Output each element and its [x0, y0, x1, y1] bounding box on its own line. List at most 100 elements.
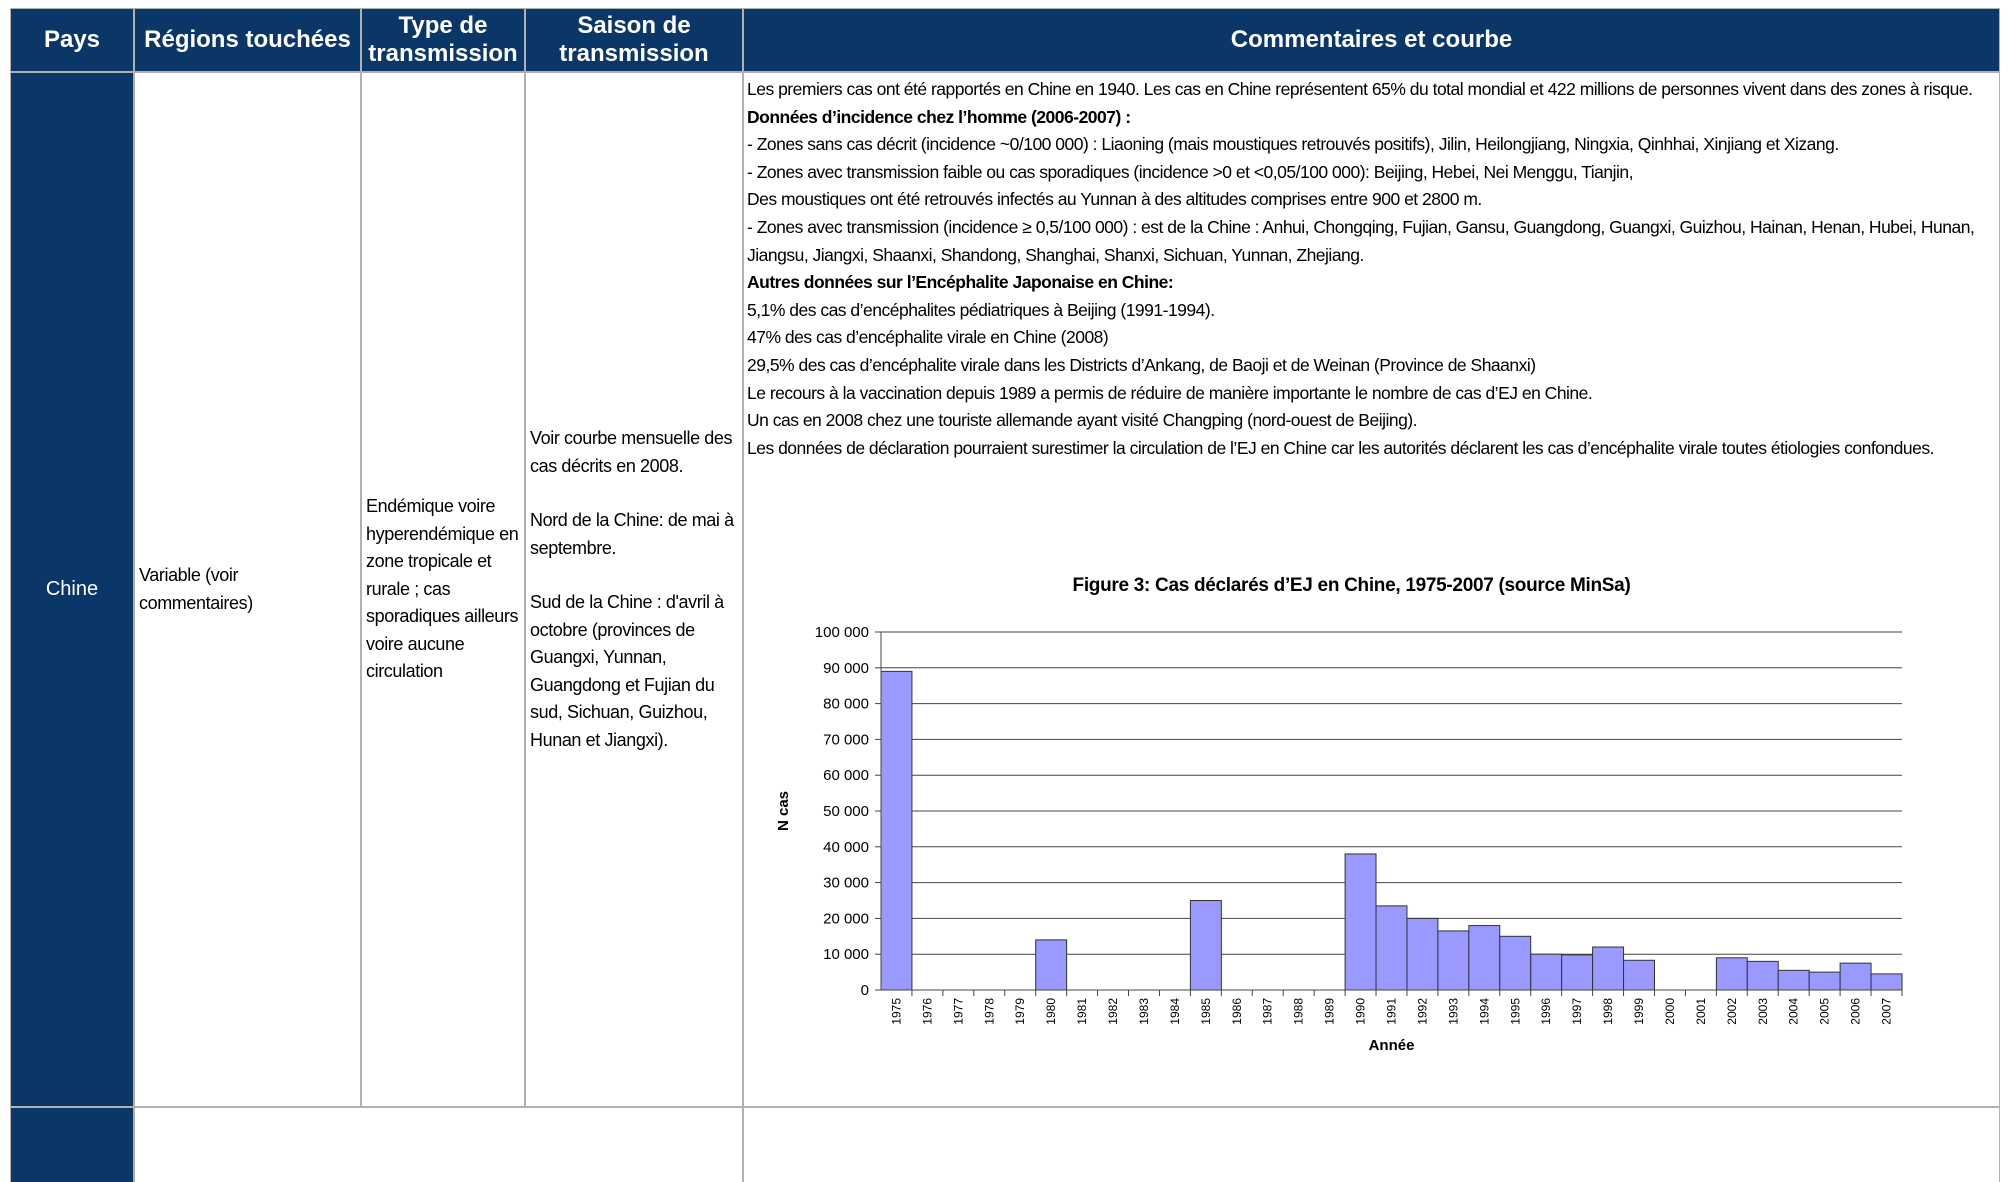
y-tick-label: 60 000 — [823, 767, 869, 784]
x-tick-label: 1982 — [1106, 998, 1120, 1025]
season-text: Voir courbe mensuelle des cas décrits en… — [526, 425, 742, 754]
header-cell: Pays — [10, 8, 134, 72]
season-paragraph: Voir courbe mensuelle des cas décrits en… — [530, 428, 733, 476]
empty-cell — [134, 1107, 743, 1182]
y-tick-label: 30 000 — [823, 875, 869, 892]
bar — [1437, 930, 1470, 991]
y-tick-label: 50 000 — [823, 803, 869, 820]
bar — [1530, 953, 1563, 991]
x-tick-label: 1991 — [1385, 998, 1399, 1025]
y-tick-label: 80 000 — [823, 696, 869, 713]
comment-line: Un cas en 2008 chez une touriste alleman… — [747, 410, 1418, 431]
header-cell: Saison de transmission — [525, 8, 743, 72]
season-paragraph: Sud de la Chine : d'avril à octobre (pro… — [530, 592, 724, 750]
bar — [1035, 939, 1068, 991]
x-tick-label: 1988 — [1292, 998, 1306, 1025]
x-tick-label: 1997 — [1570, 998, 1584, 1025]
x-tick-label: 1979 — [1013, 998, 1027, 1025]
x-tick-label: 1983 — [1137, 998, 1151, 1025]
bar — [1406, 917, 1439, 991]
x-tick-label: 2003 — [1756, 998, 1770, 1025]
season-paragraph: Nord de la Chine: de mai à septembre. — [530, 510, 734, 558]
bar — [1592, 946, 1625, 991]
comment-line: 47% des cas d’encéphalite virale en Chin… — [747, 327, 1109, 348]
bar — [1375, 905, 1408, 991]
x-tick-label: 2005 — [1818, 998, 1832, 1025]
comment-line: - Zones avec transmission faible ou cas … — [747, 161, 1634, 182]
comment-line: Des moustiques ont été retrouvés infecté… — [747, 189, 1482, 210]
x-tick-label: 1989 — [1323, 998, 1337, 1025]
comment-line: Données d’incidence chez l’homme (2006-2… — [747, 106, 1131, 127]
x-tick-label: 1998 — [1601, 998, 1615, 1025]
bar — [1499, 935, 1532, 991]
country-cell: Chine — [10, 72, 134, 1107]
x-tick-label: 2002 — [1725, 998, 1739, 1025]
bar — [1715, 957, 1748, 991]
comments-cell — [743, 72, 2000, 1107]
x-tick-label: 1981 — [1075, 998, 1089, 1025]
comment-line: 5,1% des cas d’encéphalites pédiatriques… — [747, 299, 1215, 320]
bar — [1808, 971, 1841, 991]
x-tick-label: 1996 — [1539, 998, 1553, 1025]
comment-line: - Zones avec transmission (incidence ≥ 0… — [747, 216, 1975, 265]
y-tick-label: 100 000 — [815, 624, 869, 641]
country-cell — [10, 1107, 134, 1182]
bar — [1189, 900, 1222, 991]
bar — [1839, 962, 1872, 991]
header-cell: Commentaires et courbe — [743, 8, 2000, 72]
comments: Les premiers cas ont été rapportés en Ch… — [747, 76, 1999, 462]
bar — [1344, 853, 1377, 991]
y-tick-label: 20 000 — [823, 910, 869, 927]
transmission-text: Endémique voire hyperendémique en zone t… — [366, 496, 519, 682]
regions-cell: Variable (voir commentaires) — [134, 72, 361, 1107]
empty-cell — [743, 1107, 2000, 1182]
y-tick-label: 0 — [861, 982, 869, 999]
x-tick-label: 2000 — [1663, 998, 1677, 1025]
x-tick-label: 1978 — [982, 998, 996, 1025]
bar — [1561, 954, 1594, 991]
comment-line: Les premiers cas ont été rapportés en Ch… — [747, 79, 1973, 99]
comment-line: 29,5% des cas d’encéphalite virale dans … — [747, 354, 1536, 375]
y-tick-label: 70 000 — [823, 731, 869, 748]
y-tick-label: 10 000 — [823, 946, 869, 963]
header-cell: Régions touchées — [134, 8, 361, 72]
comment-line: - Zones sans cas décrit (incidence ~0/10… — [747, 134, 1839, 155]
x-tick-label: 1994 — [1477, 998, 1491, 1025]
x-tick-label: 1993 — [1446, 998, 1460, 1025]
bar — [880, 670, 913, 991]
comment-line: Autres données sur l’Encéphalite Japonai… — [747, 272, 1174, 293]
x-tick-label: 1980 — [1044, 998, 1058, 1025]
x-tick-label: 1999 — [1632, 998, 1646, 1025]
x-tick-label: 2001 — [1694, 998, 1708, 1025]
transmission-cell: Endémique voire hyperendémique en zone t… — [361, 72, 525, 1107]
chart-title: Figure 3: Cas déclarés d’EJ en Chine, 19… — [1073, 575, 1631, 596]
bar — [1870, 973, 1903, 991]
y-tick-label: 40 000 — [823, 839, 869, 856]
x-tick-label: 1977 — [951, 998, 965, 1025]
x-tick-label: 1985 — [1199, 998, 1213, 1025]
x-tick-label: 1976 — [920, 998, 934, 1025]
bar — [1777, 969, 1810, 991]
x-axis-label: Année — [1369, 1037, 1415, 1054]
x-tick-label: 1990 — [1354, 998, 1368, 1025]
x-tick-label: 1995 — [1508, 998, 1522, 1025]
x-tick-label: 1992 — [1415, 998, 1429, 1025]
bar — [1623, 959, 1655, 991]
regions-text: Variable (voir commentaires) — [139, 565, 253, 613]
x-tick-label: 2004 — [1787, 998, 1801, 1025]
comment-line: Les données de déclaration pourraient su… — [747, 437, 1934, 458]
x-tick-label: 2007 — [1880, 998, 1894, 1025]
comment-line: Le recours à la vaccination depuis 1989 … — [747, 382, 1593, 403]
x-tick-label: 1975 — [889, 998, 903, 1025]
y-axis-label: N cas — [775, 791, 792, 831]
x-tick-label: 1987 — [1261, 998, 1275, 1025]
bar — [1468, 925, 1501, 991]
x-tick-label: 2006 — [1849, 998, 1863, 1025]
bar — [1746, 960, 1779, 991]
y-tick-label: 90 000 — [823, 660, 869, 677]
season-cell: Voir courbe mensuelle des cas décrits en… — [525, 72, 743, 1107]
x-tick-label: 1986 — [1230, 998, 1244, 1025]
header-cell: Type de transmission — [361, 8, 525, 72]
